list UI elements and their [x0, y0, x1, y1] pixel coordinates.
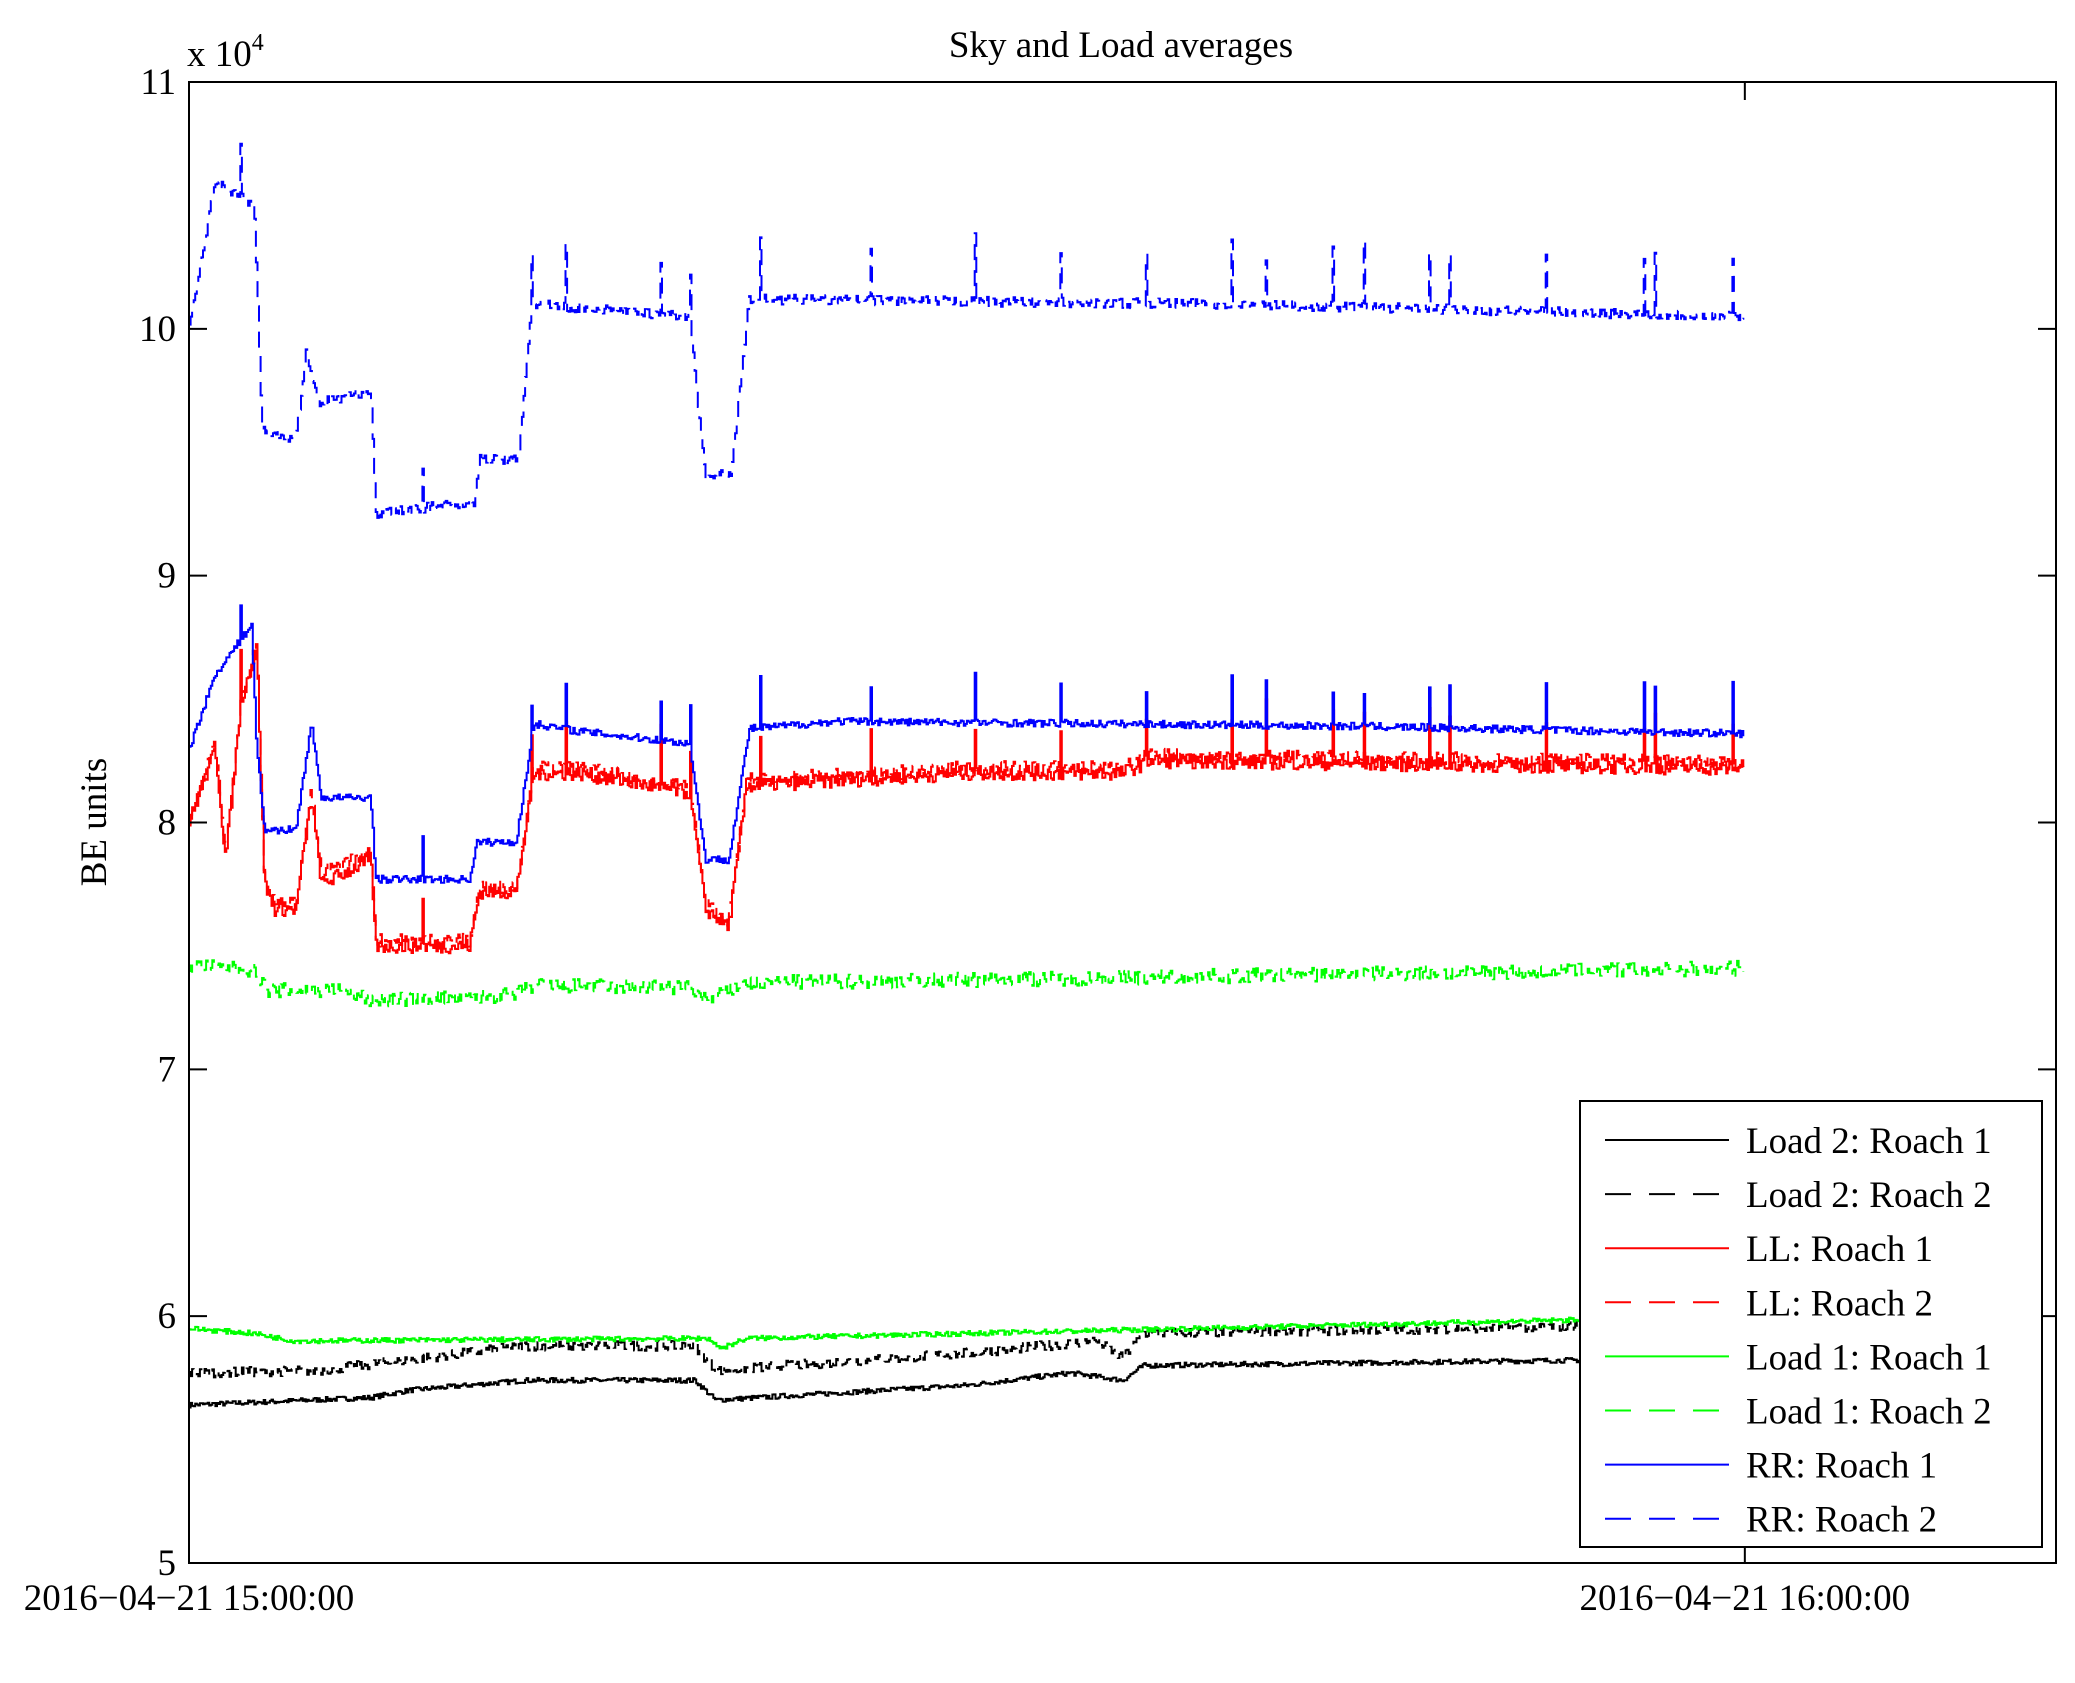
series-line-rr-roach-1: [189, 604, 1745, 884]
legend-label: RR: Roach 1: [1746, 1446, 1937, 1487]
y-multiplier-exponent: 4: [252, 30, 264, 56]
y-tick-label: 9: [158, 556, 177, 597]
series-line-load-2-roach-1: [189, 1355, 1745, 1409]
legend-item: Load 1: Roach 2: [1605, 1392, 1992, 1433]
legend-label: Load 1: Roach 2: [1746, 1392, 1992, 1433]
legend-label: LL: Roach 2: [1746, 1283, 1933, 1324]
series-line-load-1-roach-2: [189, 959, 1745, 1008]
x-tick-label: 2016−04−21 16:00:00: [1580, 1578, 1911, 1619]
series-line-rr-roach-2: [189, 142, 1745, 519]
legend-item: RR: Roach 1: [1605, 1446, 1937, 1487]
legend-item: RR: Roach 2: [1605, 1500, 1937, 1541]
legend-item: Load 1: Roach 1: [1605, 1337, 1992, 1378]
y-multiplier: x 104: [187, 30, 264, 75]
y-tick-label: 11: [140, 62, 176, 103]
series-line-load-1-roach-1: [189, 1313, 1745, 1350]
series-line-ll-roach-2: [189, 643, 1745, 950]
legend-label: LL: Roach 1: [1746, 1229, 1933, 1270]
series-line-load-2-roach-2: [189, 1318, 1745, 1379]
legend-label: Load 2: Roach 2: [1746, 1175, 1992, 1216]
y-tick-label: 10: [139, 309, 176, 350]
y-multiplier-base: x 10: [187, 34, 252, 75]
y-axis-label: BE units: [74, 758, 115, 887]
series-layer: [189, 142, 1745, 1409]
chart-title: Sky and Load averages: [949, 25, 1293, 66]
legend-label: RR: Roach 2: [1746, 1500, 1937, 1541]
axes: 5 6 7 8 9 10 11 2016−04−21 15:00:00 2016−04−21 1…: [24, 62, 2056, 1619]
y-tick-label: 8: [158, 803, 177, 844]
legend-item: LL: Roach 1: [1605, 1229, 1933, 1270]
legend-label: Load 1: Roach 1: [1746, 1337, 1992, 1378]
y-tick-label: 6: [158, 1296, 177, 1337]
series-line-ll-roach-1: [189, 648, 1745, 955]
y-tick-label: 7: [158, 1049, 177, 1090]
legend-label: Load 2: Roach 1: [1746, 1121, 1992, 1162]
legend-item: Load 2: Roach 1: [1605, 1121, 1992, 1162]
legend-item: Load 2: Roach 2: [1605, 1175, 1992, 1216]
x-tick-label: 2016−04−21 15:00:00: [24, 1578, 355, 1619]
y-tick-label: 5: [158, 1543, 177, 1584]
legend-box: [1579, 1100, 2043, 1548]
legend-item: LL: Roach 2: [1605, 1283, 1933, 1324]
legend: Load 2: Roach 1 Load 2: Roach 2 LL: Roach …: [1579, 1100, 2043, 1548]
